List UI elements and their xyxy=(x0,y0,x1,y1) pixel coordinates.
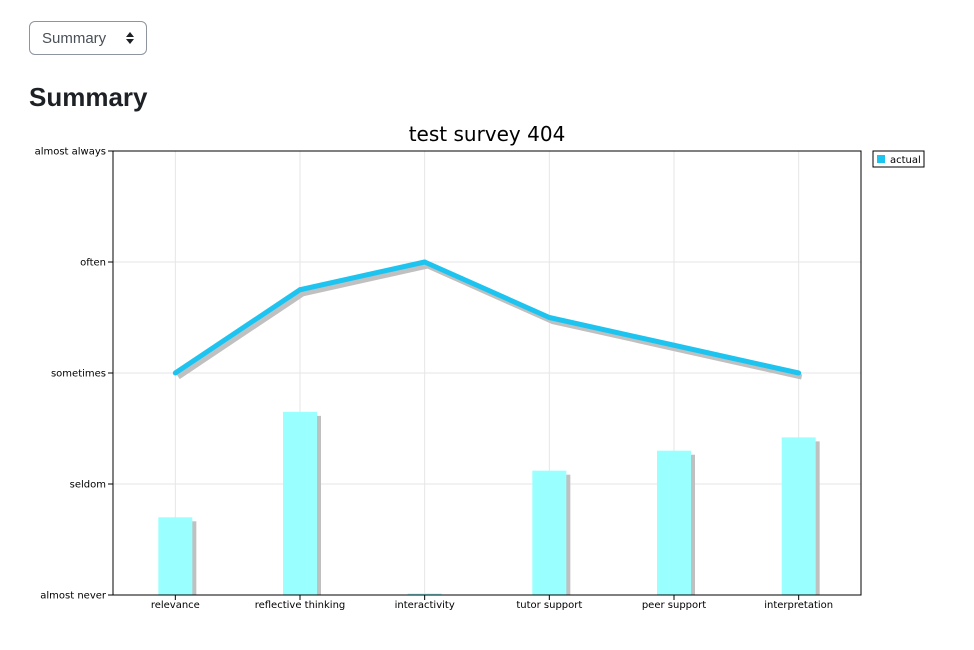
bar xyxy=(532,470,567,595)
y-tick-label: seldom xyxy=(70,480,106,491)
legend-label: actual xyxy=(890,155,921,166)
bar xyxy=(657,450,691,595)
x-tick-label: tutor support xyxy=(516,600,582,611)
x-tick-label: peer support xyxy=(642,600,706,611)
legend: actual xyxy=(872,150,925,168)
view-select[interactable]: Summary xyxy=(29,21,147,55)
bar xyxy=(283,411,317,595)
legend-swatch xyxy=(877,155,885,163)
line-point xyxy=(796,370,802,376)
y-tick-label: sometimes xyxy=(51,369,106,380)
x-tick-label: reflective thinking xyxy=(255,600,346,611)
grid-lines xyxy=(113,150,861,596)
y-axis-ticks: almost never seldom sometimes often almost a… xyxy=(35,147,113,602)
y-tick-label: almost never xyxy=(40,591,107,602)
view-select-value: Summary xyxy=(42,29,107,47)
select-arrows-icon xyxy=(126,32,134,44)
line-point xyxy=(297,287,303,293)
y-tick-label: often xyxy=(80,258,106,269)
line-point xyxy=(546,315,552,320)
line-point xyxy=(671,342,677,348)
line-point xyxy=(172,370,178,376)
line-series xyxy=(172,259,803,380)
x-tick-label: relevance xyxy=(151,600,200,611)
x-tick-label: interactivity xyxy=(395,600,455,611)
bar xyxy=(781,437,816,595)
chart-title: test survey 404 xyxy=(409,122,566,146)
x-axis-ticks: relevance reflective thinking interactivit… xyxy=(151,595,833,611)
bar xyxy=(158,517,193,595)
bar xyxy=(407,593,442,595)
line-shadow xyxy=(176,263,803,380)
line-point xyxy=(422,259,428,265)
x-tick-label: interpretation xyxy=(764,600,833,611)
legend-box xyxy=(872,150,925,168)
bar-series xyxy=(158,411,820,595)
line-path xyxy=(173,259,800,376)
y-tick-label: almost always xyxy=(35,147,106,158)
page-heading: Summary xyxy=(29,82,148,112)
